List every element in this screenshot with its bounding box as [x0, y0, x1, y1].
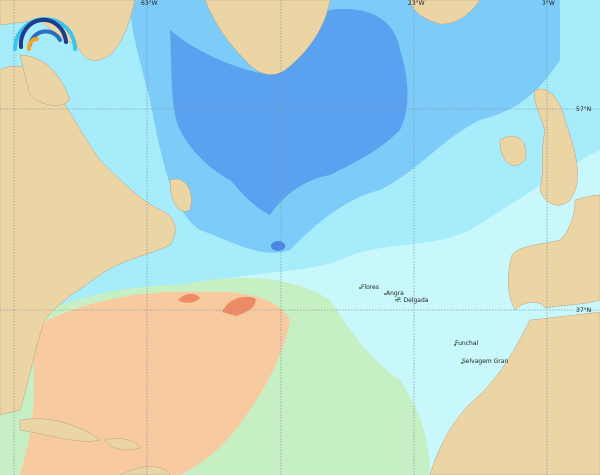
place-label: Angra	[386, 290, 404, 297]
ocean-zone-orange	[20, 291, 290, 475]
place-angra[interactable]: Angra	[384, 290, 404, 297]
place-label: Flores	[361, 284, 379, 291]
place-label: Funchal	[455, 340, 479, 347]
place-label: P. Delgada	[397, 297, 429, 304]
ocean-zone-deep	[170, 9, 408, 216]
lon-label: 3°W	[542, 0, 555, 7]
land-africa	[429, 311, 600, 475]
land-scotland-uk	[534, 88, 578, 206]
lat-label: 57°N	[576, 106, 591, 113]
place-funchal[interactable]: Funchal	[454, 340, 479, 347]
land-greenland	[204, 0, 331, 75]
place-flores[interactable]: Flores	[359, 284, 379, 291]
ocean-eddy-deep	[271, 241, 285, 251]
place-selvagem-grande[interactable]: Selvagem Gran	[461, 358, 508, 365]
lat-label: 37°N	[576, 307, 591, 314]
lon-label: 23°W	[408, 0, 425, 7]
place-label: Selvagem Gran	[462, 358, 508, 365]
rainbow-arcs-logo	[13, 17, 77, 51]
land-newfoundland	[169, 178, 192, 212]
ocean-zone-warm-red	[178, 293, 200, 303]
land-europe-iberia	[508, 194, 600, 311]
land-baffin	[19, 54, 71, 106]
lon-label: 63°W	[141, 0, 158, 7]
ocean-zone-warm-red	[222, 296, 256, 316]
land-cuba	[19, 418, 101, 442]
land-hispaniola	[104, 438, 141, 451]
place-ponta-delgada[interactable]: P. Delgada	[395, 297, 429, 304]
land-iceland	[409, 0, 481, 25]
land-ireland	[499, 135, 527, 166]
